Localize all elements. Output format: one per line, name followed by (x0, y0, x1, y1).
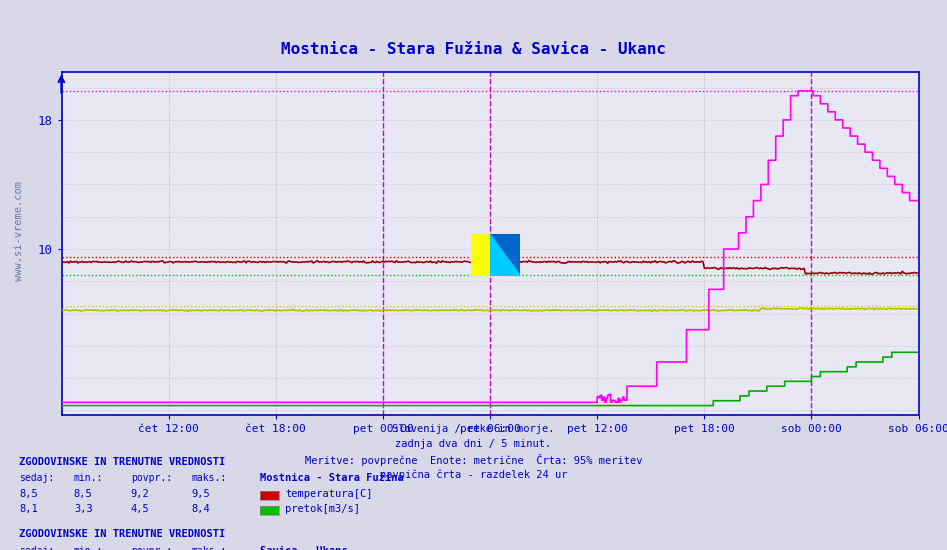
Text: 8,5: 8,5 (19, 488, 38, 499)
Text: Mostnica - Stara Fužina: Mostnica - Stara Fužina (260, 473, 404, 483)
Text: 9,2: 9,2 (131, 488, 150, 499)
Polygon shape (491, 234, 521, 276)
Text: min.:: min.: (74, 546, 103, 550)
Text: navpična črta - razdelek 24 ur: navpična črta - razdelek 24 ur (380, 470, 567, 480)
Text: sedaj:: sedaj: (19, 473, 54, 483)
Text: zadnja dva dni / 5 minut.: zadnja dva dni / 5 minut. (396, 439, 551, 449)
Text: maks.:: maks.: (191, 473, 226, 483)
Text: Savica - Ukanc: Savica - Ukanc (260, 546, 348, 550)
Text: maks.:: maks.: (191, 546, 226, 550)
Text: 3,3: 3,3 (74, 504, 93, 514)
Text: Slovenija / reke in morje.: Slovenija / reke in morje. (392, 424, 555, 433)
Text: 8,4: 8,4 (191, 504, 210, 514)
Text: povpr.:: povpr.: (131, 473, 171, 483)
Text: 8,1: 8,1 (19, 504, 38, 514)
Text: 8,5: 8,5 (74, 488, 93, 499)
Text: pretok[m3/s]: pretok[m3/s] (285, 504, 360, 514)
Text: Mostnica - Stara Fužina & Savica - Ukanc: Mostnica - Stara Fužina & Savica - Ukanc (281, 42, 666, 57)
Text: sedaj:: sedaj: (19, 546, 54, 550)
Text: 9,5: 9,5 (191, 488, 210, 499)
Text: min.:: min.: (74, 473, 103, 483)
Text: povpr.:: povpr.: (131, 546, 171, 550)
Text: temperatura[C]: temperatura[C] (285, 488, 372, 499)
Text: ZGODOVINSKE IN TRENUTNE VREDNOSTI: ZGODOVINSKE IN TRENUTNE VREDNOSTI (19, 456, 225, 467)
Text: www.si-vreme.com: www.si-vreme.com (14, 181, 25, 281)
Text: Meritve: povprečne  Enote: metrične  Črta: 95% meritev: Meritve: povprečne Enote: metrične Črta:… (305, 454, 642, 466)
Text: ZGODOVINSKE IN TRENUTNE VREDNOSTI: ZGODOVINSKE IN TRENUTNE VREDNOSTI (19, 529, 225, 540)
Text: 4,5: 4,5 (131, 504, 150, 514)
